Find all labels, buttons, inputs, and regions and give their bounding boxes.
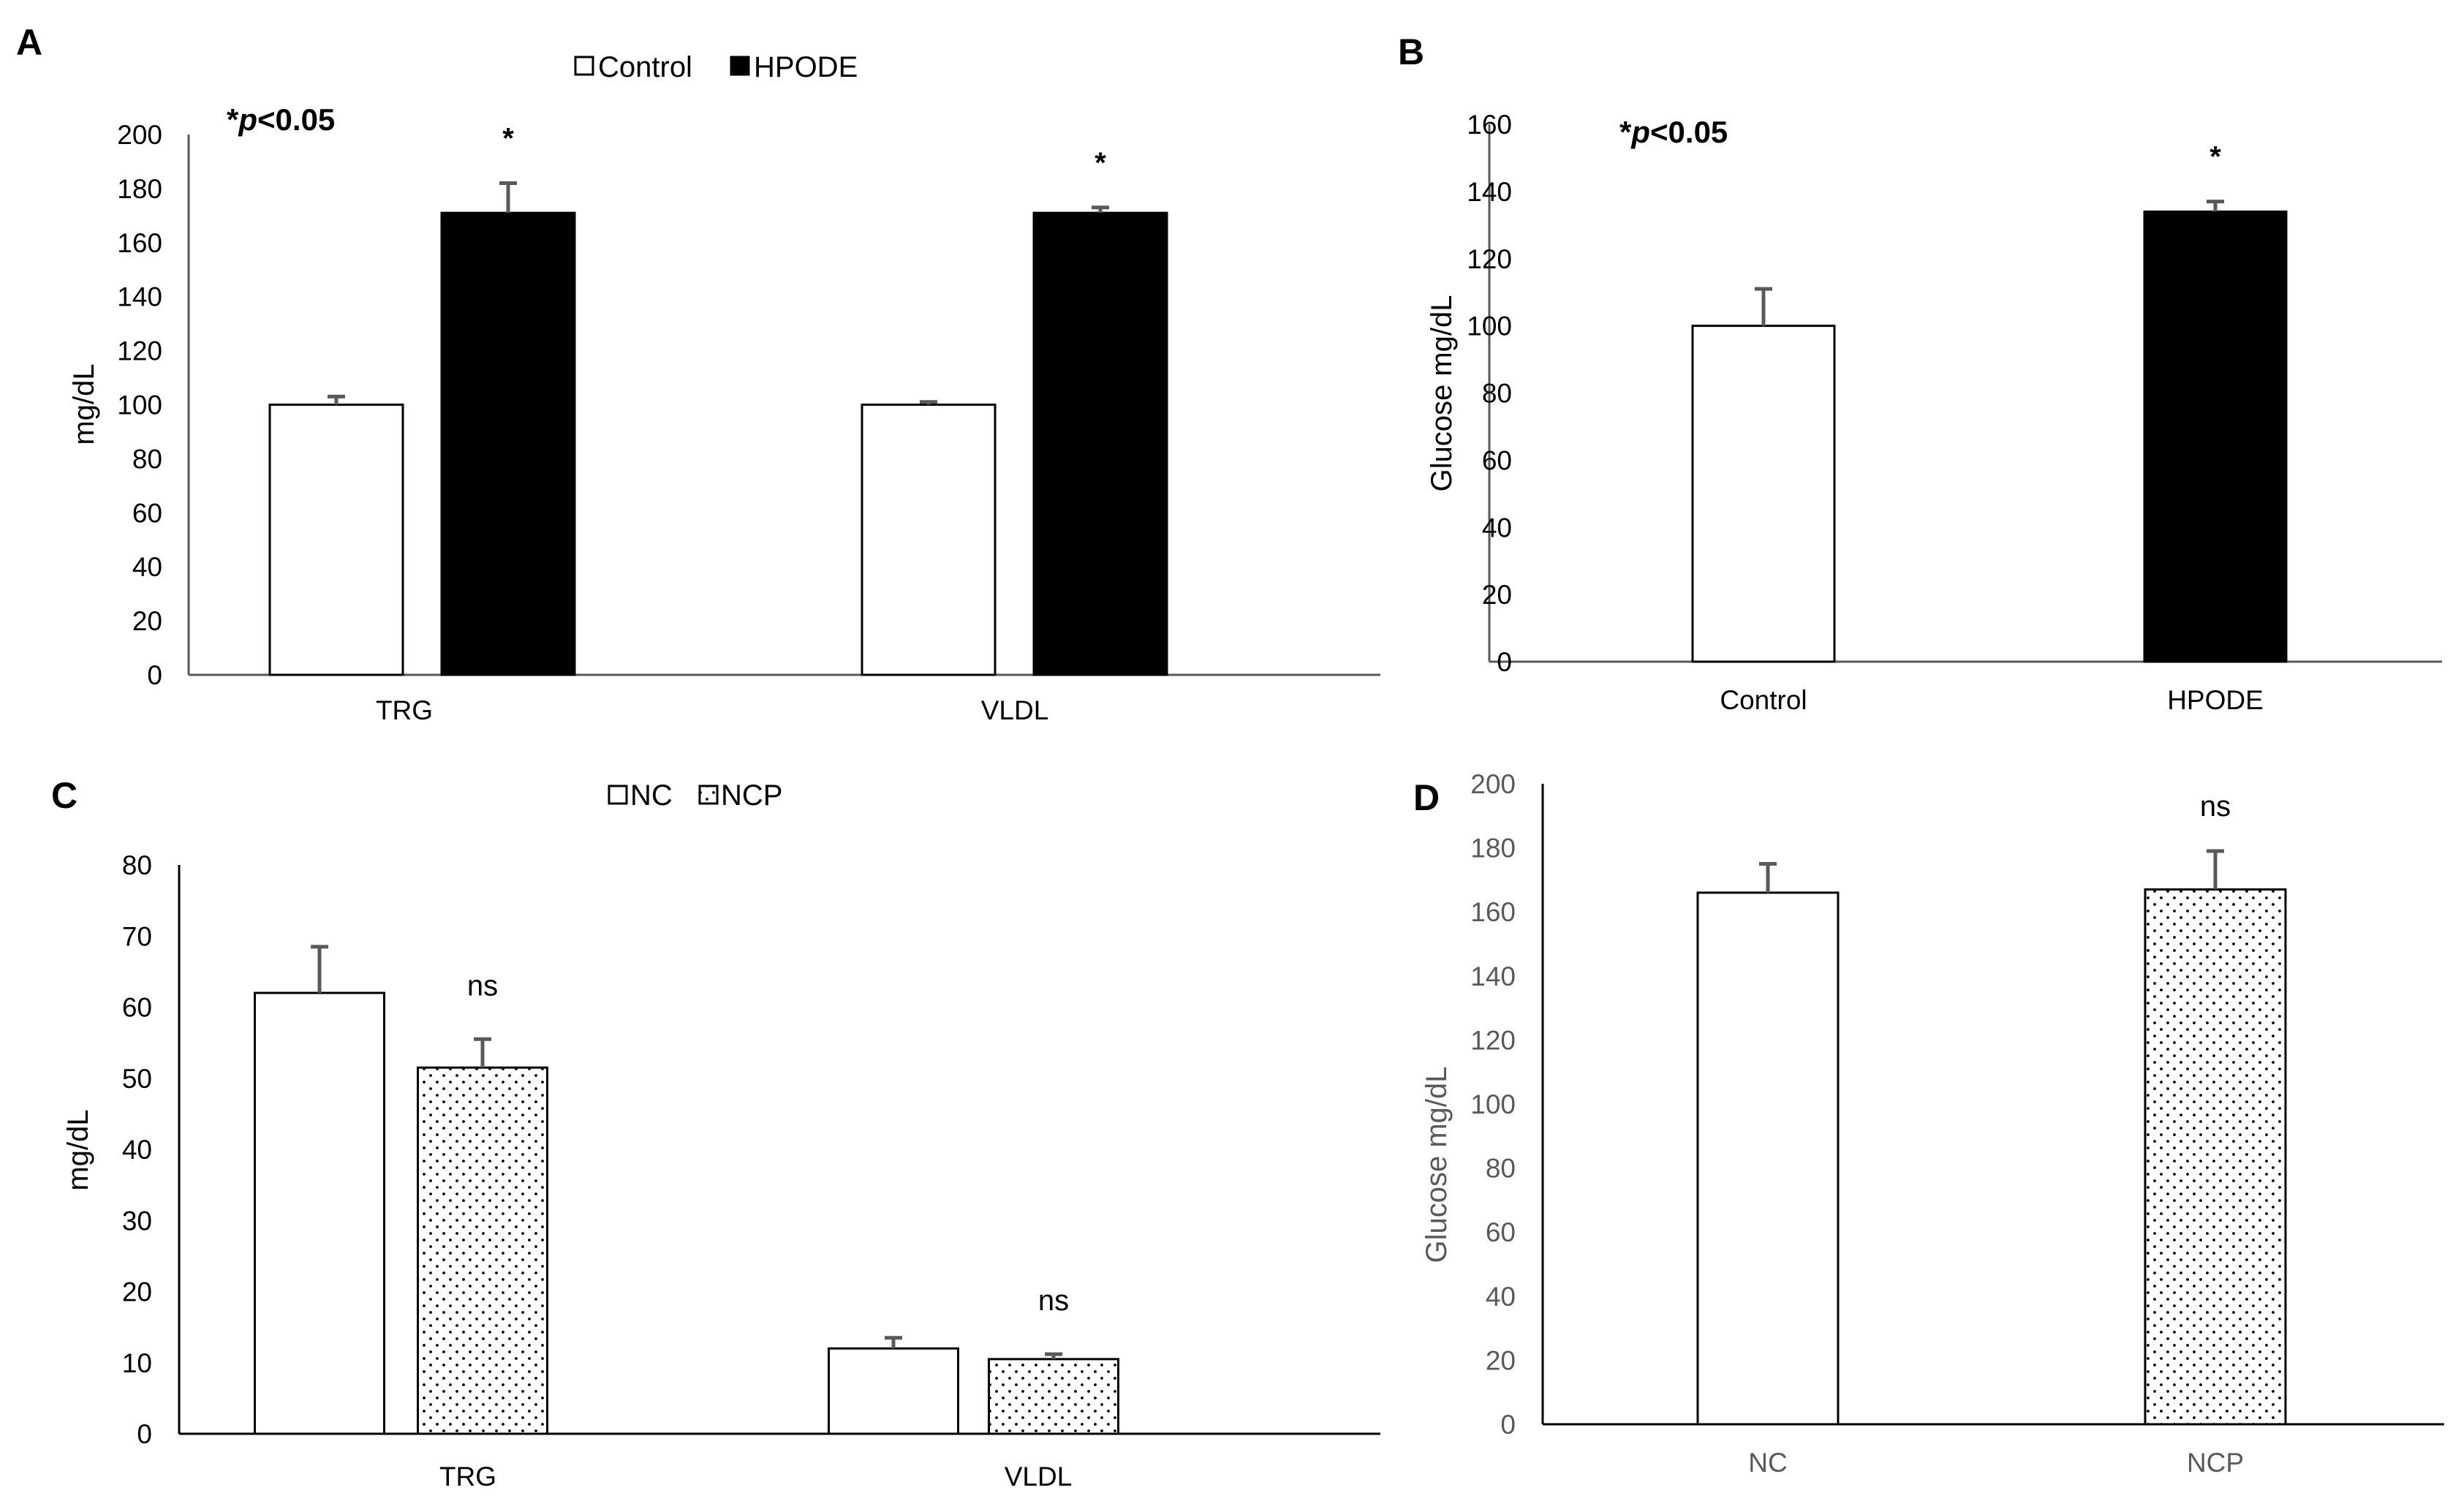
panel-a-y-tick-label: 160 <box>117 228 162 258</box>
panel-c-significance-trg: ns <box>467 969 498 1002</box>
legend-label-control: Control <box>598 51 692 83</box>
panel-c-category-label-trg: TRG <box>439 1462 496 1492</box>
panel-d-bar-ncp <box>2144 888 2287 1426</box>
legend-swatch-ncp <box>698 785 719 805</box>
panel-a-bar-trg-control <box>268 404 404 676</box>
panel-a-significance-trg: * <box>502 123 514 155</box>
panel-c-bar-vldl-nc <box>828 1347 959 1435</box>
legend-a: Control HPODE <box>574 51 858 83</box>
y-axis-title-b: Glucose mg/dL <box>1426 295 1458 491</box>
panel-b-y-tick-label: 60 <box>1482 445 1512 475</box>
panel-c-y-tick-label: 50 <box>122 1064 152 1094</box>
panel-a-y-tick-label: 180 <box>117 174 162 204</box>
panel-c-y-tick-label: 20 <box>122 1277 152 1307</box>
panel-b-y-tick-label: 140 <box>1467 177 1512 207</box>
panel-d-category-label-ncp: NCP <box>2187 1448 2244 1478</box>
legend-c: NC NCP <box>608 779 782 812</box>
panel-d-y-tick-label: 120 <box>1470 1025 1516 1055</box>
panel-b-y-tick-label: 20 <box>1482 580 1512 610</box>
panel-c-y-tick-label: 30 <box>122 1206 152 1236</box>
panel-d-y-tick-label: 20 <box>1486 1345 1516 1375</box>
panel-d-y-tick-label: 80 <box>1486 1154 1516 1184</box>
panel-b-y-tick-label: 40 <box>1482 513 1512 543</box>
legend-swatch-hpode <box>730 56 750 76</box>
panel-a-y-tick-label: 120 <box>117 336 162 366</box>
panel-d-y-tick-label: 160 <box>1470 897 1516 927</box>
panel-c-category-label-vldl: VLDL <box>1005 1462 1073 1492</box>
panel-c-y-tick-label: 70 <box>122 921 152 951</box>
panel-a-y-tick-label: 140 <box>117 282 162 312</box>
y-axis-title-a: mg/dL <box>68 363 100 445</box>
panel-c-y-tick-label: 40 <box>122 1135 152 1165</box>
panel-d-significance-ncp: ns <box>2200 790 2231 823</box>
legend-label-nc: NC <box>630 779 673 812</box>
panel-b-y-tick-label: 160 <box>1467 110 1512 140</box>
panel-d-y-tick-label: 0 <box>1500 1410 1516 1440</box>
panel-a-y-tick-label: 100 <box>117 390 162 420</box>
panel-c-significance-vldl: ns <box>1038 1285 1069 1317</box>
panel-b-category-label-control: Control <box>1720 685 1807 715</box>
panel-b-label: B <box>1398 31 1424 72</box>
panel-a-y-tick-label: 200 <box>117 120 162 150</box>
panel-b-y-tick-label: 0 <box>1497 647 1512 677</box>
panel-d-y-tick-label: 200 <box>1470 769 1516 799</box>
legend-swatch-nc <box>608 785 628 805</box>
panel-c-label: C <box>51 775 78 816</box>
panel-a-bar-vldl-hpode <box>1032 211 1168 676</box>
panel-d-label: D <box>1413 777 1440 818</box>
panel-d-y-tick-label: 100 <box>1470 1089 1516 1119</box>
panel-b-y-tick-label: 100 <box>1467 311 1512 341</box>
panel-c-y-tick-label: 60 <box>122 993 152 1023</box>
panel-c-y-tick-label: 10 <box>122 1348 152 1378</box>
panel-a-y-tick-label: 0 <box>147 660 162 690</box>
panel-a-label: A <box>16 22 42 63</box>
panel-a-y-tick-label: 80 <box>132 444 162 474</box>
panel-b-y-tick-label: 120 <box>1467 244 1512 274</box>
panel-b-bar-hpode <box>2143 210 2288 663</box>
panel-b-category-label-hpode: HPODE <box>2167 685 2264 715</box>
panel-a-bar-vldl-control <box>861 404 997 676</box>
panel-a-category-label-trg: TRG <box>376 695 433 725</box>
panel-d-bar-nc <box>1696 891 1840 1426</box>
panel-c-y-tick-label: 0 <box>137 1419 152 1449</box>
panel-c-bar-trg-nc <box>254 991 385 1435</box>
y-axis-title-c: mg/dL <box>62 1109 94 1190</box>
panel-c-y-tick-label: 80 <box>122 850 152 880</box>
panel-b-bar-control <box>1691 325 1836 663</box>
panel-a-significance-vldl: * <box>1095 147 1106 179</box>
panel-c-bar-trg-ncp <box>417 1066 548 1435</box>
p-value-annotation-a: *p<0.05 <box>227 102 335 137</box>
p-value-annotation-b: *p<0.05 <box>1619 115 1728 149</box>
legend-swatch-control <box>574 56 594 76</box>
panel-a-category-label-vldl: VLDL <box>981 695 1049 725</box>
panel-c-bar-vldl-ncp <box>988 1358 1119 1435</box>
legend-label-ncp: NCP <box>721 779 782 812</box>
panel-b-significance-hpode: * <box>2209 141 2221 173</box>
panel-d-y-tick-label: 40 <box>1486 1282 1516 1312</box>
panel-b-y-tick-label: 80 <box>1482 379 1512 409</box>
panel-a-bar-trg-hpode <box>440 211 576 676</box>
panel-d-category-label-nc: NC <box>1748 1448 1787 1478</box>
panel-d-y-tick-label: 140 <box>1470 961 1516 991</box>
panel-a-y-tick-label: 60 <box>132 498 162 528</box>
y-axis-title-d: Glucose mg/dL <box>1421 1066 1453 1263</box>
panel-a-y-tick-label: 20 <box>132 606 162 636</box>
panel-a-y-tick-label: 40 <box>132 552 162 582</box>
panel-d-y-tick-label: 180 <box>1470 834 1516 863</box>
legend-label-hpode: HPODE <box>754 51 858 83</box>
panel-d-y-tick-label: 60 <box>1486 1217 1516 1247</box>
